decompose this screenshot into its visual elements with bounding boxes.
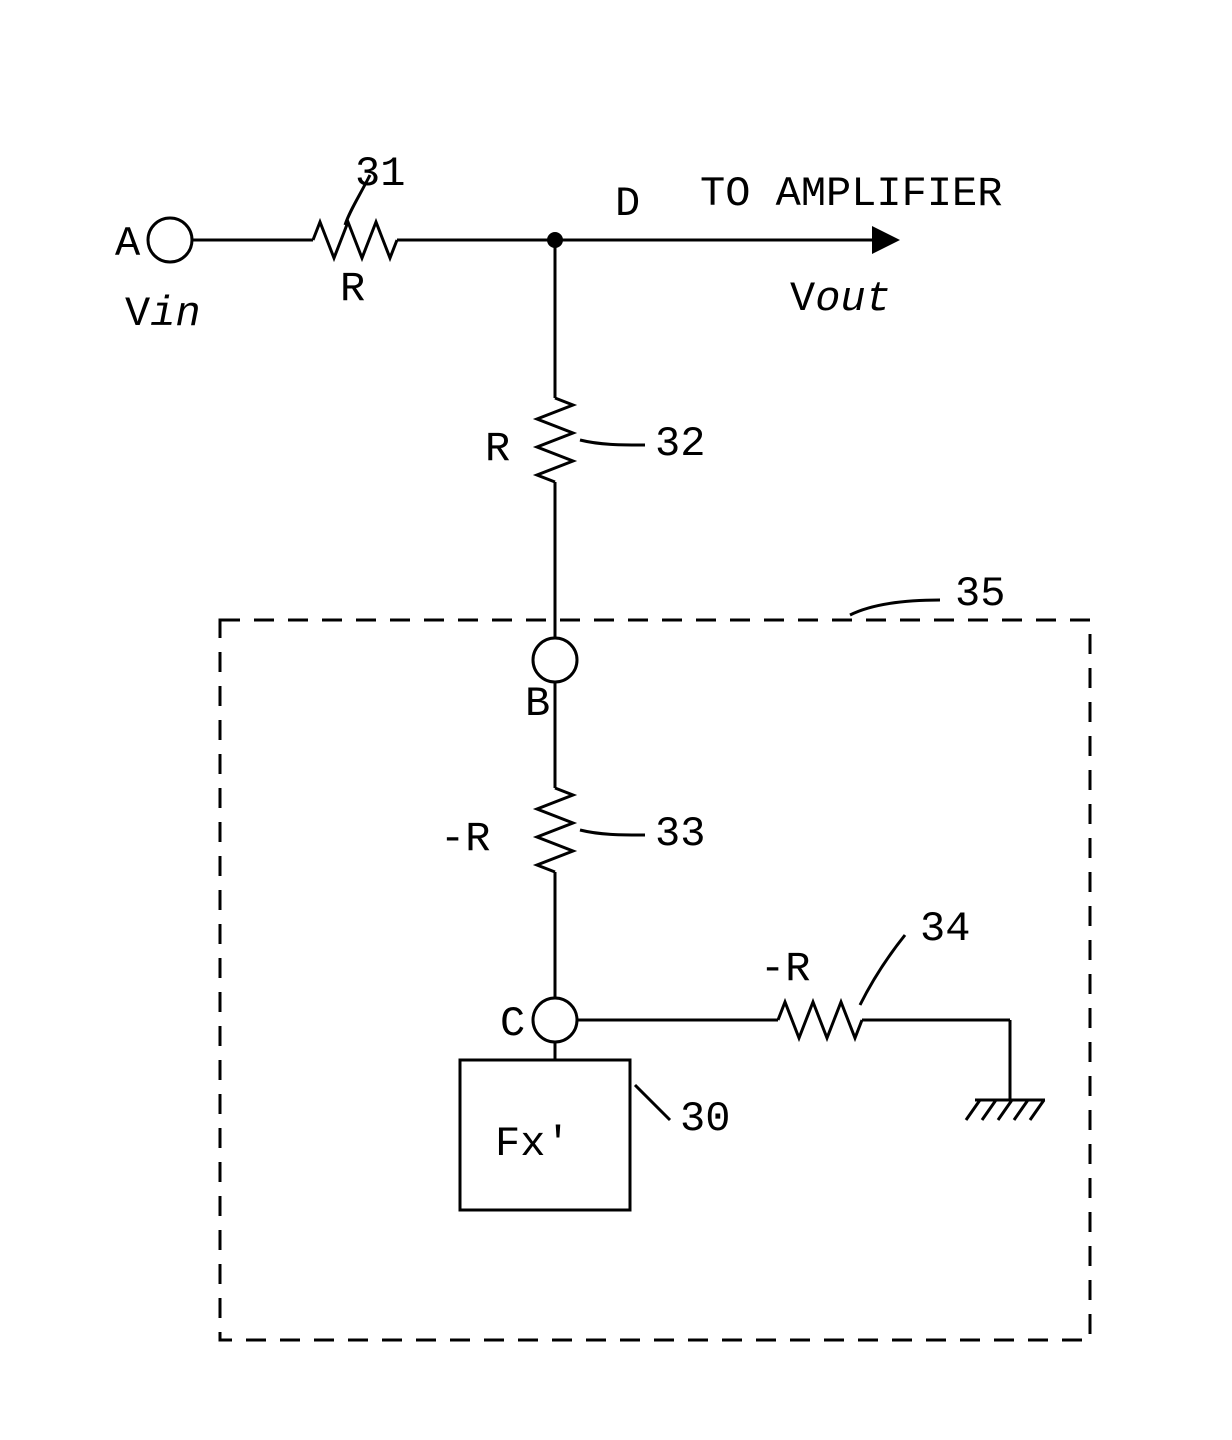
svg-text:R: R (485, 425, 510, 473)
svg-text:32: 32 (655, 420, 705, 468)
svg-text:Fx': Fx' (495, 1120, 571, 1168)
svg-text:D: D (615, 180, 640, 228)
svg-text:34: 34 (920, 905, 970, 953)
svg-text:-R: -R (440, 815, 490, 863)
svg-text:B: B (525, 680, 550, 728)
svg-text:-R: -R (760, 945, 810, 993)
svg-text:R: R (340, 265, 365, 313)
svg-text:TO AMPLIFIER: TO AMPLIFIER (700, 170, 1002, 218)
svg-text:30: 30 (680, 1095, 730, 1143)
svg-text:33: 33 (655, 810, 705, 858)
svg-text:Vin: Vin (125, 290, 201, 338)
svg-text:C: C (500, 1000, 525, 1048)
svg-text:Vout: Vout (790, 275, 891, 323)
svg-text:35: 35 (955, 570, 1005, 618)
svg-text:A: A (115, 220, 141, 268)
